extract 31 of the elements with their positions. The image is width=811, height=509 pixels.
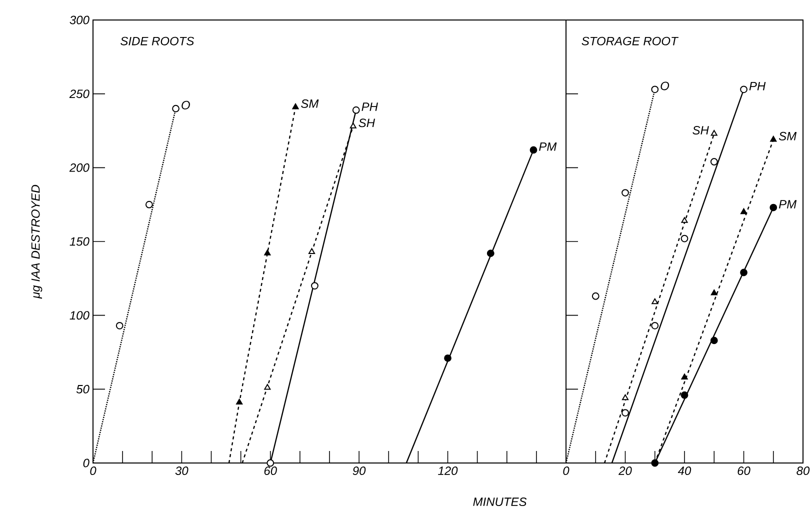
y-tick-label: 0 [83,458,90,468]
series-label: SH [692,126,709,134]
y-tick-label: 300 [70,16,90,24]
series-label: SM [301,99,319,108]
x-tick-label: 30 [175,466,188,476]
x-axis-title: MINUTES [473,498,527,506]
series-label: O [660,82,670,90]
series-label: PM [778,200,797,208]
y-tick-label: 250 [69,90,90,98]
x-tick-label: 120 [438,466,458,476]
text: STORAGE ROOT [582,36,679,46]
x-tick-label: 90 [352,466,366,476]
series-label: PH [362,102,378,111]
series-label: PM [539,142,557,151]
x-tick-label: 60 [738,466,750,476]
series-label: O [182,100,190,110]
text: SIDE ROOTS [120,36,194,46]
x-tick-label: 40 [678,466,692,476]
x-tick-label: 20 [618,466,632,476]
x-tick-label: 0 [563,466,570,476]
series-label: SH [358,118,376,128]
x-tick-label: 60 [264,466,277,476]
series-label: SM [778,132,797,140]
y-tick-label: 200 [69,163,90,172]
y-tick-label: 100 [70,311,90,320]
y-tick-label: 150 [70,237,90,246]
y-tick-label: 50 [76,384,90,394]
y-axis-title: μg IAA DESTROYED [31,184,42,299]
series-label: PH [749,82,766,90]
x-tick-label: 80 [796,466,810,476]
x-tick-label: 0 [90,466,96,476]
